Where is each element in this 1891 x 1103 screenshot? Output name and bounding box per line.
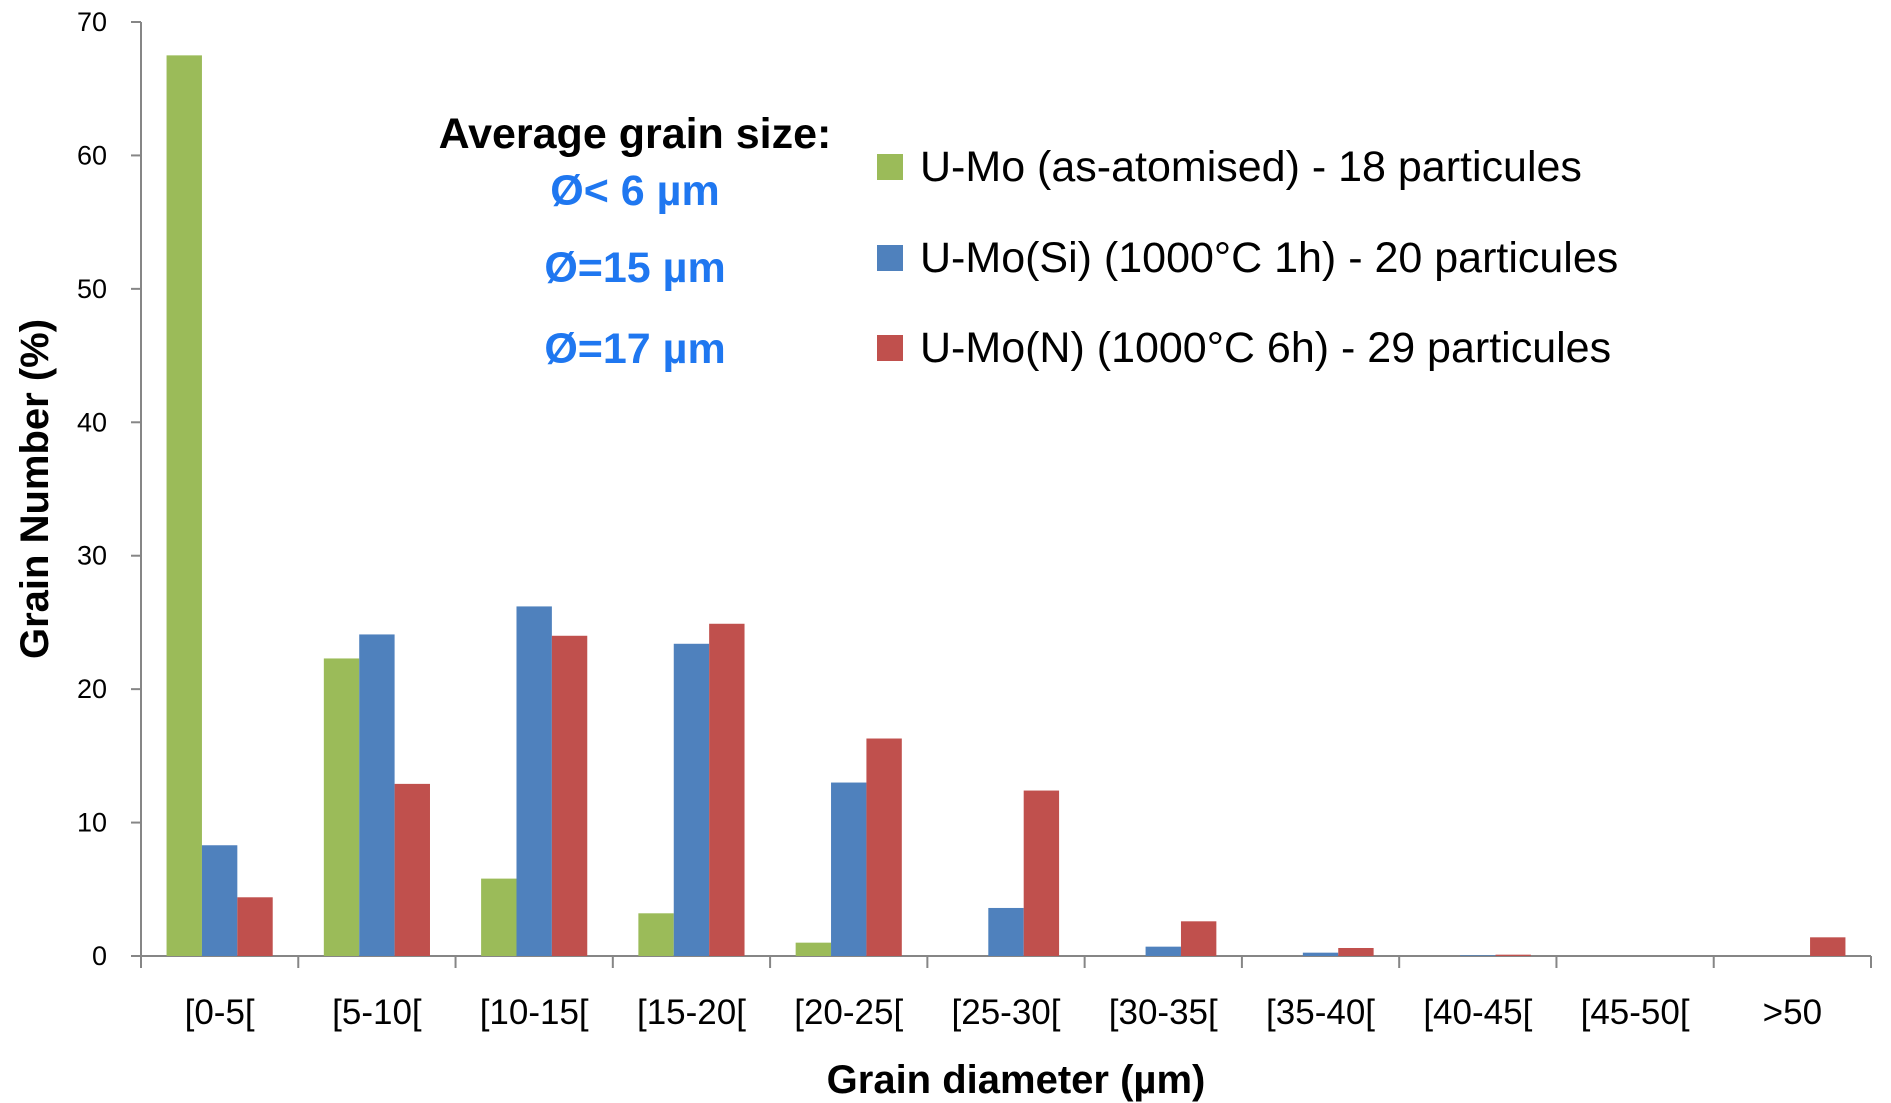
y-tick-label: 30	[77, 541, 107, 571]
bar	[201, 845, 238, 956]
bar	[673, 643, 710, 956]
bar	[1495, 954, 1531, 956]
category-labels: [0-5[ [5-10[ [10-15[ [15-20[ [20-25[ [25-30[ […	[185, 993, 1822, 1032]
category-label: [25-30[	[952, 993, 1061, 1032]
y-tick-label: 10	[77, 808, 107, 838]
annotation-value: Ø< 6 µm	[550, 167, 719, 215]
category-label: [15-20[	[637, 993, 746, 1032]
category-label: [35-40[	[1266, 993, 1375, 1032]
legend-label: U-Mo(N) (1000°C 6h) - 29 particules	[920, 324, 1611, 372]
bar	[831, 782, 867, 956]
bar	[866, 738, 902, 956]
bar	[1023, 790, 1060, 956]
bar	[1145, 946, 1181, 956]
category-label: [40-45[	[1423, 993, 1532, 1032]
x-axis-title: Grain diameter (µm)	[827, 1058, 1206, 1102]
bar	[1810, 937, 1846, 956]
y-ticks: 0 10 20 30 40 50 60 70	[77, 7, 141, 971]
y-axis-title: Grain Number (%)	[13, 319, 57, 659]
bar	[481, 878, 517, 956]
annotation: Average grain size: Ø< 6 µm Ø=15 µm Ø=17…	[439, 110, 832, 373]
legend-label: U-Mo (as-atomised) - 18 particules	[920, 143, 1582, 191]
bar	[166, 55, 202, 957]
category-label: >50	[1763, 993, 1822, 1032]
bar	[1302, 952, 1339, 956]
y-tick-label: 0	[92, 941, 107, 971]
bar	[1180, 921, 1217, 956]
legend-label: U-Mo(Si) (1000°C 1h) - 20 particules	[920, 234, 1618, 282]
y-tick-label: 70	[77, 7, 107, 37]
category-label: [0-5[	[185, 993, 255, 1032]
legend-swatch	[877, 154, 903, 180]
bar	[795, 942, 832, 956]
category-label: [30-35[	[1109, 993, 1218, 1032]
category-label: [5-10[	[332, 993, 422, 1032]
y-tick-label: 60	[77, 140, 107, 170]
bar	[359, 634, 395, 956]
bar	[323, 658, 360, 956]
bar	[1338, 947, 1374, 956]
category-label: [20-25[	[794, 993, 903, 1032]
y-tick-label: 40	[77, 407, 107, 437]
legend-swatch	[877, 335, 903, 361]
bar	[988, 907, 1024, 956]
x-ticks	[140, 956, 1872, 968]
y-tick-label: 50	[77, 274, 107, 304]
bar	[516, 606, 552, 956]
annotation-value: Ø=17 µm	[544, 325, 725, 373]
annotation-value: Ø=15 µm	[544, 244, 725, 292]
bar	[394, 783, 430, 956]
bar	[237, 897, 273, 956]
legend: U-Mo (as-atomised) - 18 particules U-Mo(…	[877, 143, 1618, 372]
y-tick-label: 20	[77, 674, 107, 704]
legend-swatch	[877, 245, 903, 271]
bar	[638, 913, 674, 956]
bar	[709, 623, 745, 956]
bar	[1460, 955, 1496, 956]
bar	[551, 635, 588, 956]
bars	[166, 55, 1846, 957]
annotation-title: Average grain size:	[439, 110, 832, 158]
category-label: [45-50[	[1581, 993, 1690, 1032]
category-label: [10-15[	[480, 993, 589, 1032]
